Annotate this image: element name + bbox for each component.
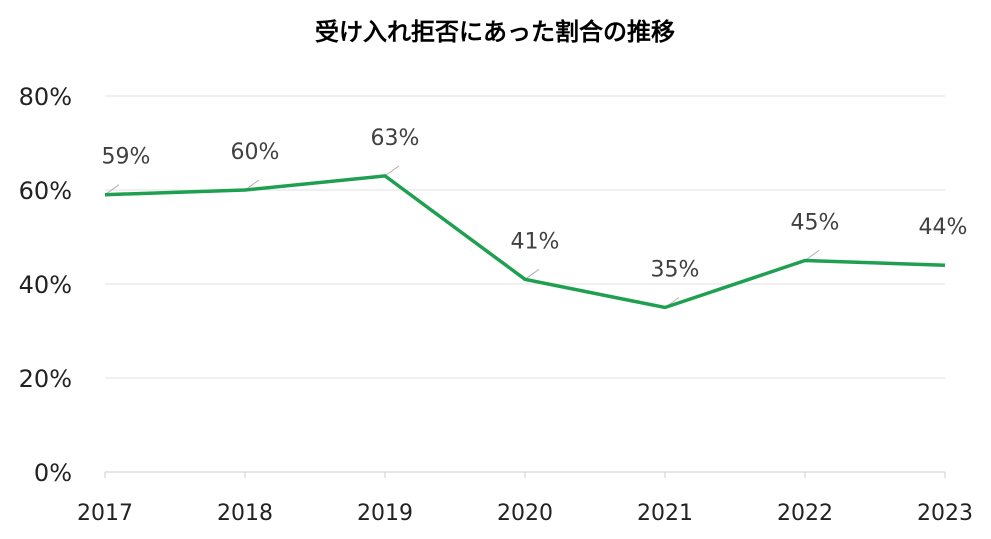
data-label: 41% [511, 229, 560, 254]
data-label: 59% [102, 145, 151, 170]
y-tick-label: 60% [19, 177, 72, 205]
x-tick-label: 2017 [77, 501, 133, 526]
y-tick-label: 80% [19, 83, 72, 111]
series-line [104, 174, 946, 310]
x-tick-label: 2023 [917, 501, 973, 526]
x-tick-label: 2020 [497, 501, 553, 526]
data-label: 44% [919, 215, 968, 240]
data-label: 45% [791, 211, 840, 236]
y-tick-label: 20% [19, 365, 72, 393]
x-tick-label: 2019 [357, 501, 413, 526]
x-tick-label: 2021 [637, 501, 693, 526]
x-tick-label: 2018 [217, 501, 273, 526]
chart-title: 受け入れ拒否にあった割合の推移 [315, 18, 675, 46]
data-label: 60% [231, 140, 280, 165]
y-tick-label: 40% [19, 271, 72, 299]
y-tick-label: 0% [34, 459, 72, 487]
x-tick-label: 2022 [777, 501, 833, 526]
data-label: 35% [651, 258, 700, 283]
leader-line [524, 268, 540, 280]
data-label: 63% [371, 126, 420, 151]
leader-line [384, 165, 400, 177]
